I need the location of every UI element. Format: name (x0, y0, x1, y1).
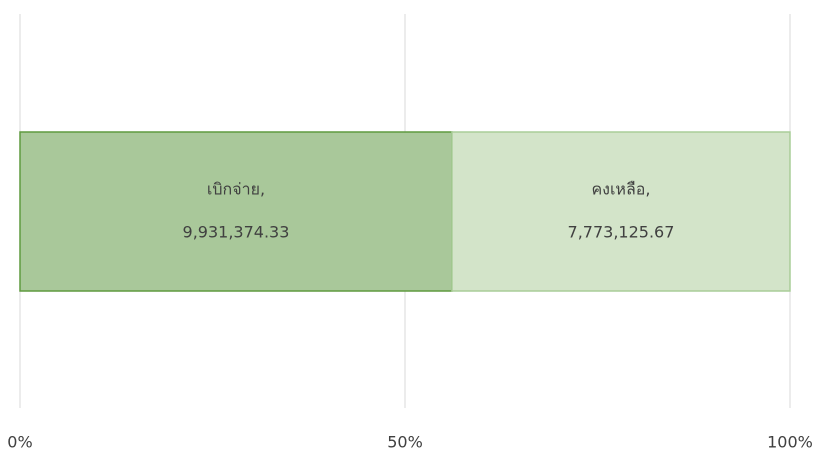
x-tick-label: 0% (7, 433, 32, 452)
x-tick-label: 100% (767, 433, 813, 452)
x-tick-label: 50% (387, 433, 423, 452)
data-label: 7,773,125.67 (568, 223, 675, 242)
bar-segment (19, 131, 453, 292)
segment-name: คงเหลือ, (591, 180, 650, 199)
data-label: 9,931,374.33 (183, 223, 290, 242)
segment-name: เบิกจ่าย, (207, 180, 265, 199)
bar-segment (451, 131, 791, 292)
